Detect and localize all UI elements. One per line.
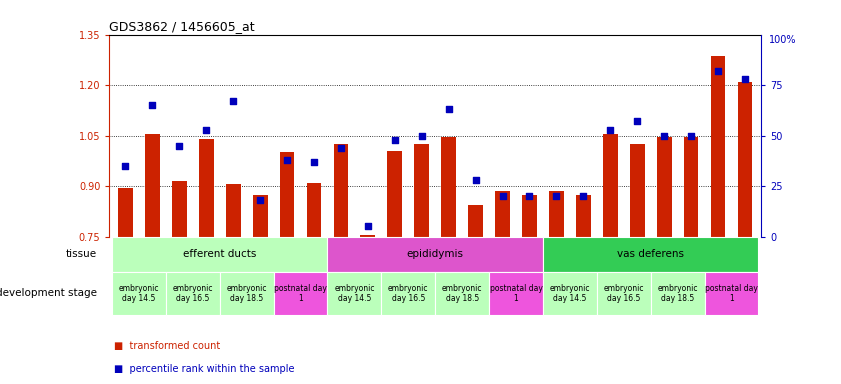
Bar <box>327 272 381 315</box>
Bar <box>597 272 651 315</box>
Bar <box>307 183 321 237</box>
Text: embryonic
day 16.5: embryonic day 16.5 <box>172 284 213 303</box>
Bar <box>415 144 429 237</box>
Bar <box>711 56 726 237</box>
Bar <box>166 272 220 315</box>
Text: embryonic
day 18.5: embryonic day 18.5 <box>442 284 483 303</box>
Bar <box>522 195 537 237</box>
Text: embryonic
day 16.5: embryonic day 16.5 <box>604 284 644 303</box>
Bar <box>388 151 402 237</box>
Point <box>253 197 267 203</box>
Point <box>388 137 401 143</box>
Text: vas deferens: vas deferens <box>617 249 685 259</box>
Text: embryonic
day 14.5: embryonic day 14.5 <box>550 284 590 303</box>
Bar <box>549 191 563 237</box>
Text: epididymis: epididymis <box>407 249 463 259</box>
Text: embryonic
day 18.5: embryonic day 18.5 <box>658 284 698 303</box>
Bar <box>145 134 160 237</box>
Bar <box>118 188 133 237</box>
Bar <box>442 137 456 237</box>
Bar <box>198 139 214 237</box>
Bar <box>651 272 705 315</box>
Point <box>550 193 563 199</box>
Bar <box>468 205 483 237</box>
Bar <box>381 272 436 315</box>
Bar <box>112 272 166 315</box>
Bar <box>334 144 348 237</box>
Bar <box>603 134 617 237</box>
Point <box>199 126 213 132</box>
Text: 100%: 100% <box>769 35 796 45</box>
Bar <box>280 152 294 237</box>
Bar <box>543 237 759 272</box>
Point <box>738 76 752 82</box>
Point <box>523 193 537 199</box>
Point <box>361 223 374 230</box>
Point <box>307 159 320 165</box>
Bar <box>705 272 759 315</box>
Text: tissue: tissue <box>66 249 98 259</box>
Text: ■  percentile rank within the sample: ■ percentile rank within the sample <box>114 364 294 374</box>
Text: GDS3862 / 1456605_at: GDS3862 / 1456605_at <box>109 20 255 33</box>
Bar <box>657 137 672 237</box>
Bar <box>436 272 489 315</box>
Text: embryonic
day 14.5: embryonic day 14.5 <box>334 284 375 303</box>
Bar <box>273 272 327 315</box>
Bar <box>327 237 543 272</box>
Point <box>334 145 347 151</box>
Point <box>415 132 428 139</box>
Text: efferent ducts: efferent ducts <box>183 249 257 259</box>
Point <box>658 132 671 139</box>
Bar <box>489 272 543 315</box>
Point <box>604 126 617 132</box>
Bar <box>226 184 241 237</box>
Point <box>631 118 644 124</box>
Text: embryonic
day 18.5: embryonic day 18.5 <box>226 284 267 303</box>
Point <box>145 102 159 108</box>
Bar <box>220 272 273 315</box>
Text: postnatal day
1: postnatal day 1 <box>705 284 758 303</box>
Point <box>711 68 725 74</box>
Text: development stage: development stage <box>0 288 98 298</box>
Point <box>280 157 294 163</box>
Point <box>226 98 240 104</box>
Point <box>119 163 132 169</box>
Text: ■  transformed count: ■ transformed count <box>114 341 220 351</box>
Point <box>496 193 510 199</box>
Bar <box>684 137 699 237</box>
Text: postnatal day
1: postnatal day 1 <box>274 284 327 303</box>
Bar <box>253 195 267 237</box>
Text: embryonic
day 14.5: embryonic day 14.5 <box>119 284 159 303</box>
Bar <box>543 272 597 315</box>
Point <box>469 177 483 183</box>
Bar <box>112 237 327 272</box>
Bar <box>361 235 375 237</box>
Bar <box>630 144 644 237</box>
Point <box>685 132 698 139</box>
Point <box>442 106 456 113</box>
Bar <box>495 191 510 237</box>
Bar <box>576 195 590 237</box>
Point <box>172 142 186 149</box>
Bar <box>172 181 187 237</box>
Text: postnatal day
1: postnatal day 1 <box>489 284 542 303</box>
Text: embryonic
day 16.5: embryonic day 16.5 <box>388 284 429 303</box>
Point <box>577 193 590 199</box>
Bar <box>738 82 753 237</box>
